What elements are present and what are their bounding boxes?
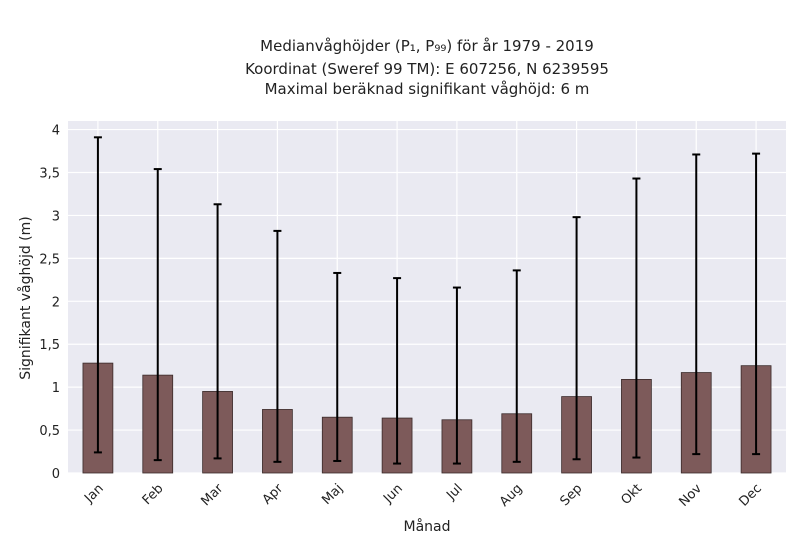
x-tick-label-apr: Apr — [260, 481, 287, 508]
error-bars — [93, 136, 761, 465]
y-tick-label: 4 — [52, 124, 60, 139]
y-tick-label: 1,5 — [39, 338, 60, 353]
y-tick-label: 1 — [52, 381, 60, 396]
x-tick-label-jun: Jun — [380, 481, 406, 507]
y-tick-label: 2,5 — [39, 252, 60, 267]
x-tick-label-maj: Maj — [319, 481, 346, 508]
y-tick-label: 2 — [52, 295, 60, 310]
x-axis-ticks: Jan Feb Mar Apr Maj Jun Jul Aug Sep Okt Nov Dec — [81, 481, 765, 510]
x-tick-label-feb: Feb — [140, 481, 167, 508]
x-tick-label-nov: Nov — [677, 481, 706, 510]
x-tick-label-sep: Sep — [557, 481, 585, 509]
x-tick-label-jul: Jul — [443, 481, 465, 503]
y-axis-ticks: 0 0,5 1 1,5 2 2,5 3 3,5 4 — [39, 124, 60, 482]
y-tick-label: 3 — [52, 209, 60, 224]
x-tick-label-jan: Jan — [81, 481, 106, 506]
x-axis-label: Månad — [404, 518, 451, 535]
x-tick-label-mar: Mar — [198, 481, 226, 509]
x-tick-label-okt: Okt — [618, 481, 645, 508]
plot-area — [68, 121, 786, 473]
chart-title-line-2: Koordinat (Sweref 99 TM): E 607256, N 62… — [245, 60, 609, 78]
y-tick-label: 0 — [52, 467, 60, 482]
x-tick-label-aug: Aug — [497, 481, 526, 510]
chart-title-line-1: Medianvåghöjder (P₁, P₉₉) för år 1979 - … — [260, 37, 594, 55]
y-axis-label: Signifikant våghöjd (m) — [17, 216, 34, 379]
chart-title-line-3: Maximal beräknad signifikant våghöjd: 6 … — [265, 80, 590, 98]
x-tick-label-dec: Dec — [737, 481, 765, 509]
y-tick-label: 3,5 — [39, 167, 60, 182]
y-tick-label: 0,5 — [39, 424, 60, 439]
